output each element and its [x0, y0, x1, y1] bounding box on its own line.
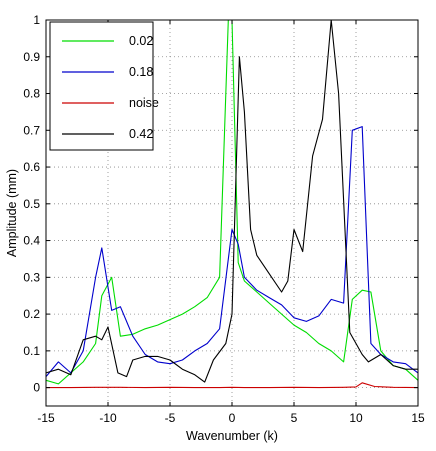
x-tick-label: -5: [165, 411, 176, 425]
ticks: -15 -10 -5 0 5 10 15 0 0.1 0.2 0.3 0.4 0.5 0.6 0.7 0.8 0…: [23, 13, 425, 425]
y-tick-label: 0.6: [23, 160, 40, 174]
y-tick-label: 0.7: [23, 123, 40, 137]
x-tick-label: -15: [37, 411, 55, 425]
x-tick-label: 10: [349, 411, 363, 425]
y-tick-label: 1: [33, 13, 40, 27]
x-tick-label: 15: [411, 411, 425, 425]
y-tick-label: 0.3: [23, 270, 40, 284]
legend: 0.02 0.18 noise 0.42: [49, 21, 159, 151]
y-tick-label: 0.8: [23, 87, 40, 101]
series-line-noise: [46, 382, 419, 389]
y-tick-label: 0.4: [23, 234, 40, 248]
x-tick-label: 0: [229, 411, 236, 425]
legend-entry-label: 0.42: [129, 127, 153, 141]
series-line-0-18: [45, 126, 419, 377]
y-axis-label: Amplitude (mm): [5, 169, 19, 257]
x-tick-label: 5: [291, 411, 298, 425]
legend-entry-label: 0.18: [129, 65, 153, 79]
legend-entry-label: 0.02: [129, 34, 153, 48]
y-tick-label: 0.5: [23, 197, 40, 211]
x-axis-label: Wavenumber (k): [186, 429, 278, 443]
y-tick-label: 0.1: [23, 344, 40, 358]
legend-box: [49, 21, 154, 151]
y-tick-label: 0.2: [23, 307, 40, 321]
y-tick-label: 0.9: [23, 50, 40, 64]
x-tick-label: -10: [99, 411, 117, 425]
y-tick-label: 0: [33, 381, 40, 395]
legend-entry-label: noise: [129, 96, 159, 110]
series-line-0-42: [45, 19, 418, 383]
